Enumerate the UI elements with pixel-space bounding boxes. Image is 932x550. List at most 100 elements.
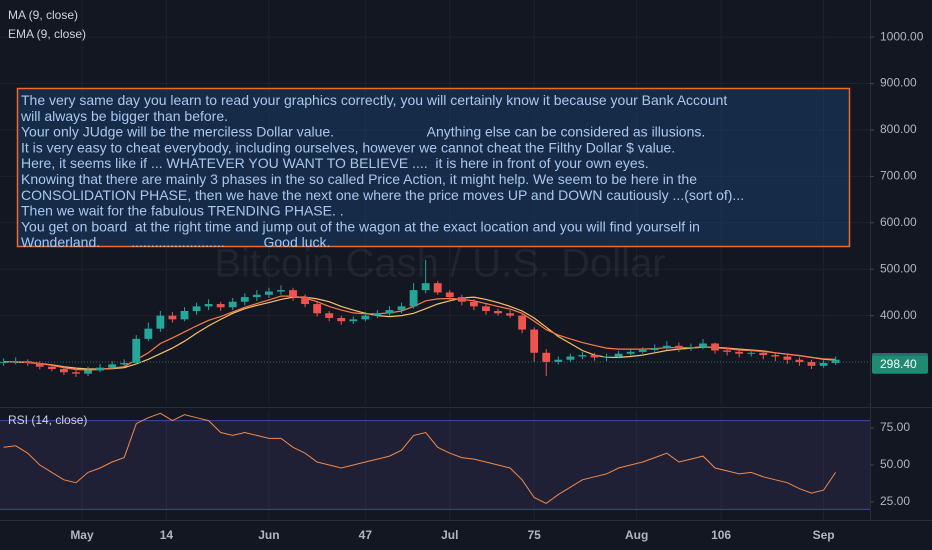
annotation-line: It is very easy to cheat everybody, incl… [21, 139, 675, 155]
candle-body [457, 297, 466, 302]
annotation-line: Wonderland. ........................ Goo… [21, 234, 330, 250]
candle-body [144, 328, 153, 339]
candle-body [662, 345, 671, 349]
y-tick-label: 75.00 [880, 420, 910, 434]
candle-body [337, 317, 346, 322]
candle-body [433, 283, 442, 293]
y-tick-label: 50.00 [880, 457, 910, 471]
candle-body [469, 301, 478, 307]
y-tick-label: 800.00 [880, 122, 917, 136]
candle-body [373, 313, 382, 316]
candle-body [120, 362, 129, 365]
candle-body [96, 367, 105, 371]
y-tick-label: 600.00 [880, 215, 917, 229]
rsi-line [3, 412, 837, 504]
candle-body [795, 359, 804, 363]
y-tick-label: 400.00 [880, 308, 917, 322]
candle-body [84, 370, 92, 374]
candle-body [518, 315, 527, 330]
candle-body [747, 352, 756, 354]
candle-body [325, 313, 334, 318]
x-tick-label: May [70, 528, 94, 542]
candle-body [759, 352, 768, 356]
x-tick-label: Sep [813, 528, 835, 542]
candle-body [783, 356, 792, 360]
candle-body [204, 304, 213, 307]
candle-body [228, 301, 237, 308]
annotation-line: Your only JUdge will be the merciless Do… [21, 124, 705, 140]
watermark: Bitcoin Cash / U.S. Dollar [214, 242, 665, 286]
candle-body [0, 362, 8, 364]
candle-body [674, 345, 683, 349]
candle-body [723, 350, 732, 352]
pane-title: RSI (14, close) [8, 413, 87, 427]
indicator-line [3, 295, 836, 371]
candle-body [614, 353, 623, 357]
candle-body [72, 372, 80, 374]
x-tick-label: 75 [527, 528, 541, 542]
annotation-line: Knowing that there are mainly 3 phases i… [21, 171, 697, 187]
x-tick-label: 106 [711, 528, 731, 542]
candle-body [602, 356, 611, 358]
x-tick-label: Jun [258, 528, 279, 542]
candle-body [180, 311, 189, 320]
candle-body [409, 290, 418, 307]
candle-body [35, 362, 44, 367]
candle-body [277, 290, 285, 292]
candle-body [638, 349, 647, 352]
annotation-line: The very same day you learn to read your… [21, 92, 727, 108]
candle-body [530, 329, 539, 353]
annotation: The very same day you learn to read your… [16, 87, 851, 250]
y-tick-label: 1000.00 [880, 29, 924, 43]
candle-body [578, 355, 587, 357]
annotation-line: Then we wait for the fabulous TRENDING P… [21, 203, 344, 219]
candle-body [819, 362, 828, 366]
annotation-line: Here, it seems like if ... WHATEVER YOU … [21, 155, 649, 171]
candle-body [216, 304, 225, 308]
y-tick-label: 700.00 [880, 169, 917, 183]
y-tick-label: 500.00 [880, 261, 917, 275]
candle-body [421, 283, 430, 291]
candle-body [445, 292, 454, 298]
annotation-line: You get on board at the right time and j… [21, 218, 700, 234]
candle-body [385, 310, 394, 314]
x-tick-label: 14 [160, 528, 174, 542]
candle-body [590, 355, 599, 358]
candle-body [807, 362, 816, 366]
candle-body [687, 347, 695, 349]
candle-body [313, 304, 322, 314]
candle-body [482, 306, 490, 312]
x-tick-label: Aug [625, 528, 648, 542]
annotation-line: CONSOLIDATION PHASE, then we have the ne… [21, 187, 744, 203]
candle-body [506, 313, 514, 316]
candle-body [542, 352, 551, 363]
candle-body [156, 315, 165, 329]
candle-body [771, 355, 780, 357]
candle-body [301, 297, 309, 305]
candle-body [108, 364, 117, 368]
candle-body [264, 291, 273, 295]
candle-body [494, 311, 502, 314]
price-label: 298.40 [880, 357, 917, 371]
annotation-line: will always be bigger than before. [20, 108, 228, 124]
candle-body [566, 356, 575, 360]
y-tick-label: 900.00 [880, 76, 917, 90]
candle-body [831, 359, 840, 363]
candle-body [47, 366, 56, 370]
candle-body [361, 315, 370, 320]
candle-body [554, 359, 563, 363]
candle-body [735, 351, 744, 354]
band-fill [0, 420, 870, 510]
candle-body [289, 290, 297, 298]
y-tick-label: 25.00 [880, 494, 910, 508]
candle-body [192, 306, 201, 312]
price-label-box [872, 355, 928, 374]
candle-body [59, 369, 68, 373]
x-tick-label: 47 [359, 528, 373, 542]
x-tick-label: Jul [441, 528, 458, 542]
candle-body [252, 294, 261, 298]
candle-body [349, 319, 358, 322]
candle-body [168, 315, 177, 320]
candle-body [626, 351, 635, 354]
